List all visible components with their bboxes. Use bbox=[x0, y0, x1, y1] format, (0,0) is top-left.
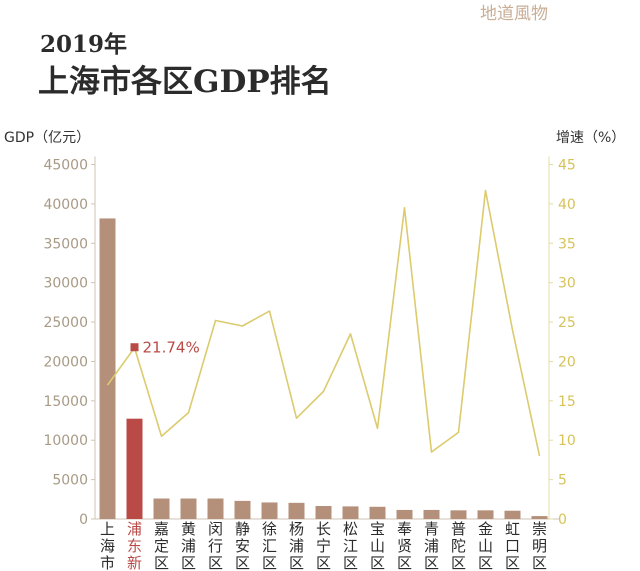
y-left-tick-label: 0 bbox=[79, 512, 88, 528]
y-left-tick-label: 35000 bbox=[43, 236, 88, 252]
y-right-tick-label: 30 bbox=[558, 276, 576, 292]
y-right-tick-label: 35 bbox=[558, 236, 576, 252]
category-label-静安区: 静安区 bbox=[235, 520, 250, 571]
category-label-普陀区: 普陀区 bbox=[451, 520, 466, 571]
bar-静安区 bbox=[234, 500, 251, 519]
y-left-tick-label: 40000 bbox=[43, 197, 88, 213]
brand-watermark: 地道風物 bbox=[480, 4, 548, 24]
bar-黄浦区 bbox=[180, 498, 197, 519]
category-label-松江区: 松江区 bbox=[343, 520, 358, 571]
category-label-金山区: 金山区 bbox=[478, 520, 493, 571]
bar-崇明区 bbox=[531, 516, 548, 519]
chart-title: 上海市各区GDP排名 bbox=[38, 64, 332, 100]
y-left-tick-label: 20000 bbox=[43, 354, 88, 370]
y-left-axis-title: GDP（亿元） bbox=[4, 130, 90, 146]
bar-松江区 bbox=[342, 506, 359, 519]
y-left-tick-label: 25000 bbox=[43, 315, 88, 331]
y-left-tick-label: 15000 bbox=[43, 394, 88, 410]
bar-金山区 bbox=[477, 510, 494, 519]
growth-rate-line bbox=[106, 189, 541, 457]
category-label-黄浦区: 黄浦区 bbox=[181, 520, 196, 571]
bar-闵行区 bbox=[207, 498, 224, 519]
bar-徐汇区 bbox=[261, 502, 278, 519]
category-label-奉贤区: 奉贤区 bbox=[397, 520, 412, 571]
category-label-徐汇区: 徐汇区 bbox=[262, 520, 277, 571]
annotation-label: 21.74% bbox=[143, 339, 200, 357]
bar-宝山区 bbox=[369, 506, 386, 519]
category-label-崇明区: 崇明区 bbox=[532, 520, 547, 571]
bar-长宁区 bbox=[315, 506, 332, 519]
bar-杨浦区 bbox=[288, 502, 305, 519]
bar-上海市 bbox=[99, 218, 116, 519]
chart-year: 2019年 bbox=[40, 31, 127, 58]
y-left-tick-label: 30000 bbox=[43, 276, 88, 292]
y-right-tick-label: 15 bbox=[558, 394, 576, 410]
bar-浦东新 bbox=[126, 418, 143, 519]
category-label-闵行区: 闵行区 bbox=[208, 520, 223, 571]
bar-普陀区 bbox=[450, 510, 467, 519]
y-right-tick-label: 20 bbox=[558, 354, 576, 370]
y-left-tick-label: 5000 bbox=[52, 473, 88, 489]
y-right-tick-label: 10 bbox=[558, 433, 576, 449]
y-left-tick-label: 45000 bbox=[43, 158, 88, 174]
category-label-嘉定区: 嘉定区 bbox=[154, 520, 169, 571]
category-label-宝山区: 宝山区 bbox=[370, 520, 385, 571]
y-right-tick-label: 25 bbox=[558, 315, 576, 331]
y-right-tick-label: 0 bbox=[558, 512, 567, 528]
category-label-浦东新: 浦东新 bbox=[127, 520, 142, 571]
y-right-axis-title: 增速（%） bbox=[556, 130, 625, 146]
category-label-杨浦区: 杨浦区 bbox=[289, 520, 304, 571]
bar-青浦区 bbox=[423, 509, 440, 519]
y-left-tick-label: 10000 bbox=[43, 433, 88, 449]
y-right-tick-label: 40 bbox=[558, 197, 576, 213]
y-right-tick-label: 45 bbox=[558, 158, 576, 174]
category-label-虹口区: 虹口区 bbox=[505, 520, 520, 571]
category-label-上海市: 上海市 bbox=[100, 520, 115, 571]
category-label-青浦区: 青浦区 bbox=[424, 520, 439, 571]
bar-虹口区 bbox=[504, 510, 521, 519]
bar-奉贤区 bbox=[396, 509, 413, 519]
category-label-长宁区: 长宁区 bbox=[316, 520, 331, 571]
annotation-marker bbox=[130, 343, 139, 352]
y-right-tick-label: 5 bbox=[558, 473, 567, 489]
bar-嘉定区 bbox=[153, 498, 170, 519]
